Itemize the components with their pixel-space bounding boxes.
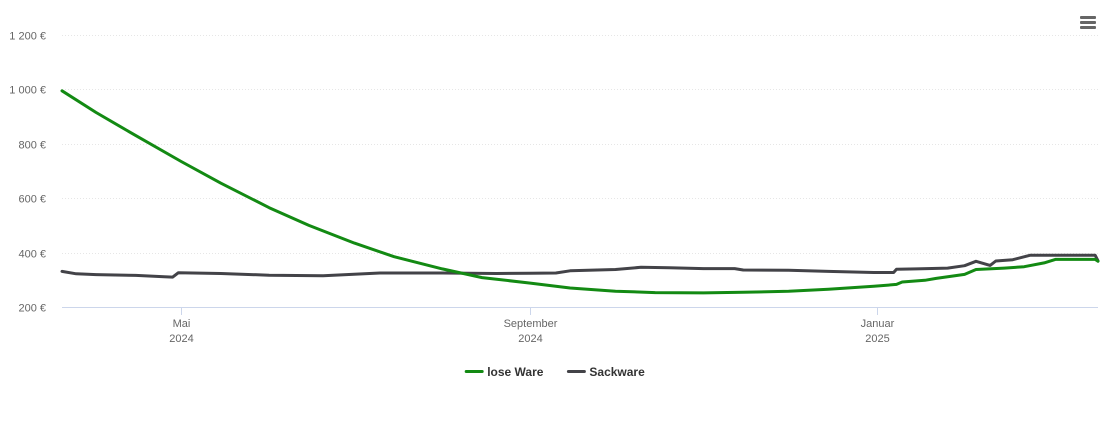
y-axis-labels: 200 € 400 € 600 € 800 € 1 000 € 1 200 € [9,31,46,315]
legend-label: Sackware [589,365,645,379]
x-tick-label-year: 2024 [518,333,542,345]
x-tick-label-year: 2025 [865,333,889,345]
series-lines [60,89,1100,295]
legend-item-lose-ware[interactable]: lose Ware [464,365,544,379]
series-line-lose-ware[interactable] [60,89,1100,295]
legend-item-sackware[interactable]: Sackware [566,365,645,379]
y-tick-label: 1 000 € [9,85,46,97]
y-tick-label: 800 € [18,140,46,152]
x-tick-label-month: Mai [173,318,191,330]
y-tick-label: 400 € [18,249,46,261]
y-tick-label: 200 € [18,303,46,315]
y-tick-label: 1 200 € [9,31,46,43]
x-tick-label-year: 2024 [169,333,193,345]
x-tick-label-month: September [504,318,558,330]
x-axis-labels: Mai 2024 September 2024 Januar 2025 [169,307,895,345]
x-tick-label-month: Januar [861,318,895,330]
y-tick-label: 600 € [18,194,46,206]
chart-menu-icon[interactable] [1076,10,1100,34]
series-line-sackware[interactable] [60,253,1100,279]
legend: lose Ware Sackware [464,365,645,379]
grid-lines [62,35,1098,254]
legend-label: lose Ware [487,365,544,379]
